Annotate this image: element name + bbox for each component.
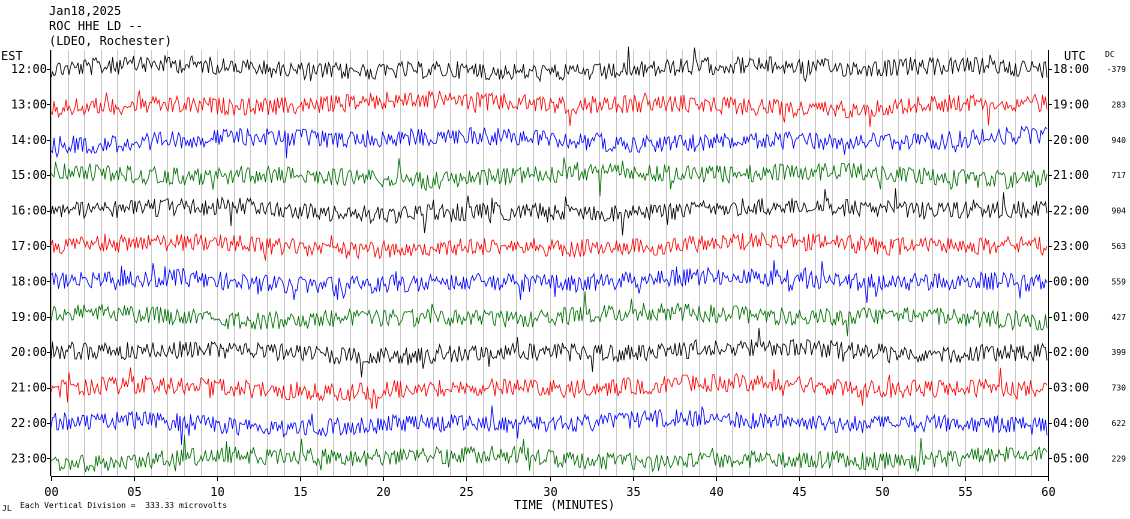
est-hour-label: 16:00 [11,204,47,218]
dc-offset-label: 717 [1112,171,1127,180]
chart-date: Jan18,2025 [49,4,122,18]
utc-hour-label: 01:00 [1053,310,1089,324]
trace-2100 [50,367,1048,410]
x-tick-label: 00 [44,485,58,499]
scale-note: Each Vertical Division = 333.33 microvol… [20,501,228,510]
est-hour-label: 17:00 [11,239,47,253]
trace-1400 [50,125,1048,159]
dc-offset-label: 940 [1112,136,1127,145]
dc-offset-label: 904 [1112,207,1127,216]
utc-hour-label: 18:00 [1053,62,1089,76]
x-tick-label: 35 [626,485,640,499]
trace-1800 [50,260,1048,303]
trace-1900 [50,291,1048,337]
dc-offset-label: 229 [1112,454,1127,463]
x-tick-label: 15 [293,485,307,499]
x-tick-label: 55 [958,485,972,499]
utc-hour-label: 04:00 [1053,416,1089,430]
x-tick-label: 60 [1041,485,1055,499]
est-hour-label: 19:00 [11,310,47,324]
utc-hour-label: 20:00 [1053,133,1089,147]
x-tick-label: 05 [127,485,141,499]
dc-offset-label: 563 [1112,242,1127,251]
utc-hour-label: 03:00 [1053,381,1089,395]
trace-2300 [50,435,1048,473]
utc-hour-label: 05:00 [1053,451,1089,465]
est-hour-label: 20:00 [11,345,47,359]
dc-offset-label: 399 [1112,348,1127,357]
trace-1300 [50,90,1048,128]
est-hour-label: 22:00 [11,416,47,430]
utc-hour-label: 23:00 [1053,239,1089,253]
x-tick-label: 20 [376,485,390,499]
chart-station: ROC HHE LD -- [49,19,143,33]
trace-1200 [50,46,1048,83]
corner-mark: JL [2,504,12,513]
est-hour-label: 15:00 [11,168,47,182]
est-hour-label: 21:00 [11,381,47,395]
dc-column-label: DC [1105,50,1115,59]
dc-offset-label: 427 [1112,313,1127,322]
x-axis-label: TIME (MINUTES) [514,498,616,512]
trace-1600 [50,188,1048,236]
x-tick-label: 40 [709,485,723,499]
x-tick-label: 30 [543,485,557,499]
x-tick-label: 25 [459,485,473,499]
trace-2000 [50,327,1048,378]
utc-hour-label: 21:00 [1053,168,1089,182]
utc-axis-label: UTC [1064,49,1086,63]
trace-1700 [50,231,1048,261]
dc-offset-label: 283 [1112,100,1127,109]
chart-network: (LDEO, Rochester) [49,34,172,48]
dc-offset-label: 559 [1112,277,1127,286]
dc-offset-label: -379 [1107,65,1126,74]
utc-hour-label: 00:00 [1053,274,1089,288]
est-hour-label: 18:00 [11,274,47,288]
x-tick-label: 10 [210,485,224,499]
dc-offset-label: 730 [1112,384,1127,393]
est-hour-label: 12:00 [11,62,47,76]
trace-2200 [50,405,1048,445]
x-tick-label: 45 [792,485,806,499]
utc-hour-label: 19:00 [1053,97,1089,111]
est-hour-label: 23:00 [11,451,47,465]
est-hour-label: 13:00 [11,97,47,111]
est-hour-label: 14:00 [11,133,47,147]
trace-1500 [50,157,1048,197]
utc-hour-label: 22:00 [1053,204,1089,218]
utc-hour-label: 02:00 [1053,345,1089,359]
est-axis-label: EST [1,49,23,63]
dc-offset-label: 622 [1112,419,1127,428]
x-tick-label: 50 [875,485,889,499]
